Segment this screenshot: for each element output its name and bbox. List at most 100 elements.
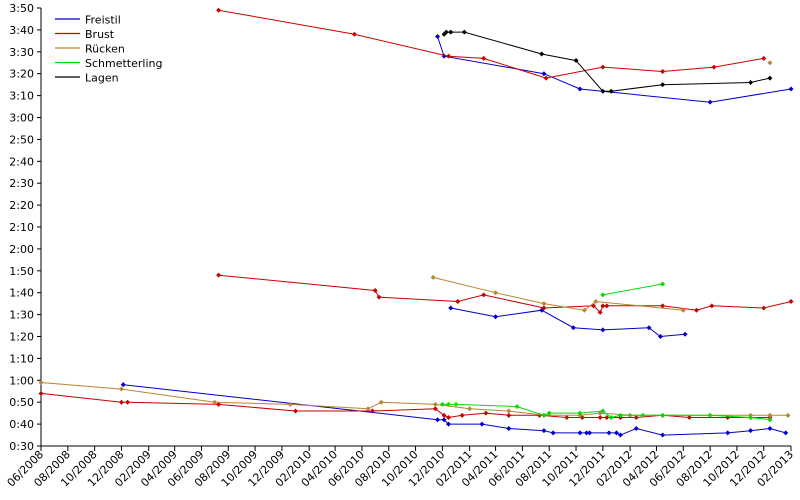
data-point <box>376 294 382 300</box>
y-tick-label: 1:00 <box>9 374 34 387</box>
data-point <box>441 417 447 423</box>
data-point <box>432 406 438 412</box>
data-point <box>660 432 666 438</box>
data-point <box>581 307 587 313</box>
data-point <box>372 288 378 294</box>
legend-label: Brust <box>85 28 115 41</box>
data-point <box>543 75 549 81</box>
data-point <box>216 272 222 278</box>
data-point <box>613 430 619 436</box>
data-point <box>493 290 499 296</box>
y-tick-label: 3:50 <box>9 2 34 15</box>
data-point <box>788 86 794 92</box>
data-point <box>550 430 556 436</box>
data-point <box>617 412 623 418</box>
data-point <box>287 401 293 407</box>
data-point <box>432 401 438 407</box>
data-point <box>573 58 579 64</box>
data-point <box>788 298 794 304</box>
data-point <box>351 31 357 37</box>
data-point <box>767 412 773 418</box>
y-tick-label: 3:00 <box>9 112 34 125</box>
data-point <box>564 415 570 421</box>
data-point <box>785 412 791 418</box>
data-point <box>597 415 603 421</box>
y-tick-label: 0:40 <box>9 418 34 431</box>
data-point <box>633 425 639 431</box>
data-point <box>783 430 789 436</box>
series-layer <box>38 7 794 438</box>
data-point <box>541 412 547 418</box>
data-point <box>439 401 445 407</box>
y-tick-label: 2:30 <box>9 177 34 190</box>
data-point <box>546 410 552 416</box>
data-point <box>577 86 583 92</box>
data-point <box>448 29 454 35</box>
y-tick-label: 1:30 <box>9 309 34 322</box>
data-point <box>767 60 773 66</box>
y-tick-label: 3:10 <box>9 90 34 103</box>
y-tick-label: 2:00 <box>9 243 34 256</box>
legend-item-schmetterling: Schmetterling <box>55 57 162 70</box>
legend-item-ruecken: Rücken <box>55 43 125 56</box>
data-point <box>506 425 512 431</box>
data-point <box>707 412 713 418</box>
legend-label: Schmetterling <box>85 57 162 70</box>
data-point <box>120 382 126 388</box>
data-point <box>479 421 485 427</box>
data-point <box>570 325 576 331</box>
y-tick-label: 3:20 <box>9 68 34 81</box>
data-point <box>365 406 371 412</box>
data-point <box>660 303 666 309</box>
data-point <box>604 303 610 309</box>
y-tick-label: 1:10 <box>9 352 34 365</box>
data-point <box>435 417 441 423</box>
data-point <box>506 408 512 414</box>
data-point <box>600 88 606 94</box>
data-point <box>761 305 767 311</box>
data-point <box>587 430 593 436</box>
data-point <box>761 55 767 61</box>
data-point <box>660 82 666 88</box>
y-tick-label: 1:40 <box>9 287 34 300</box>
data-point <box>448 305 454 311</box>
data-point <box>748 428 754 434</box>
y-tick-label: 1:20 <box>9 331 34 344</box>
y-tick-label: 0:30 <box>9 440 34 453</box>
data-point <box>446 53 452 59</box>
data-point <box>600 292 606 298</box>
data-point <box>600 303 606 309</box>
data-point <box>455 298 461 304</box>
data-point <box>584 430 590 436</box>
data-point <box>617 432 623 438</box>
data-point <box>600 327 606 333</box>
data-point <box>441 31 447 37</box>
data-point <box>600 64 606 70</box>
data-point <box>680 307 686 313</box>
data-point <box>748 415 754 421</box>
data-point <box>453 401 459 407</box>
data-point <box>725 430 731 436</box>
data-point <box>539 51 545 57</box>
data-point <box>767 417 773 423</box>
legend-item-brust: Brust <box>55 28 115 41</box>
data-point <box>461 29 467 35</box>
series-lagen <box>441 29 773 94</box>
data-point <box>467 406 473 412</box>
y-tick-label: 1:50 <box>9 265 34 278</box>
data-point <box>446 421 452 427</box>
series-freistil <box>120 33 794 438</box>
data-point <box>767 75 773 81</box>
y-tick-label: 3:30 <box>9 46 34 59</box>
data-point <box>541 71 547 77</box>
data-point <box>293 408 299 414</box>
data-point <box>604 415 610 421</box>
legend-label: Freistil <box>85 14 121 27</box>
data-point <box>483 410 489 416</box>
data-point <box>693 307 699 313</box>
data-point <box>212 399 218 405</box>
data-point <box>608 415 614 421</box>
